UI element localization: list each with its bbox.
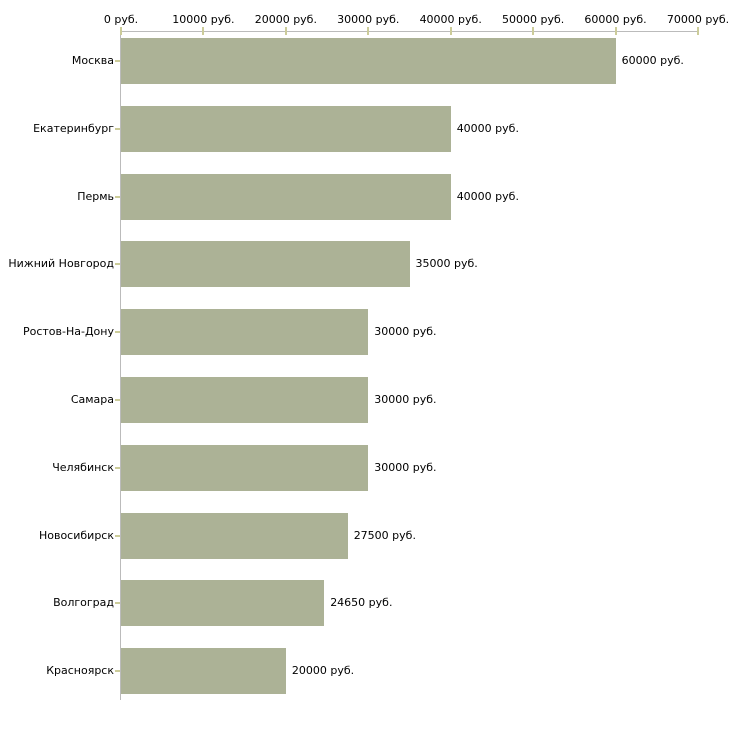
category-label: Красноярск	[46, 664, 114, 678]
x-axis-tick	[532, 27, 535, 35]
y-axis-tick	[115, 263, 120, 266]
category-label: Самара	[70, 393, 114, 406]
bar	[121, 173, 451, 220]
y-axis-tick	[115, 60, 120, 62]
bar	[121, 309, 369, 356]
bar-value-label: 27500 руб.	[353, 528, 416, 542]
bar	[121, 38, 616, 84]
bar	[121, 444, 369, 491]
x-axis-tick-label: 50000 руб.	[502, 13, 565, 26]
bar	[121, 512, 348, 559]
x-axis-tick	[449, 27, 452, 35]
category-label: Нижний Новгород	[8, 257, 114, 271]
category-label: Челябинск	[52, 460, 114, 474]
bar-value-label: 30000 руб.	[374, 460, 437, 474]
category-label: Москва	[71, 54, 114, 67]
y-axis-tick	[115, 466, 120, 469]
x-axis-tick-label: 40000 руб.	[419, 13, 482, 26]
bar	[121, 377, 369, 423]
x-axis-tick	[697, 27, 699, 35]
x-axis-tick	[284, 27, 287, 35]
bar-value-label: 20000 руб.	[291, 664, 355, 678]
y-axis-tick	[115, 195, 120, 198]
bar-value-label: 30000 руб.	[374, 325, 437, 339]
x-axis-tick	[367, 27, 370, 35]
bar-value-label: 60000 руб.	[621, 54, 684, 67]
bar-value-label: 30000 руб.	[374, 393, 437, 406]
x-axis-tick	[120, 27, 122, 35]
bar-value-label: 35000 руб.	[415, 257, 478, 271]
x-axis-tick	[614, 27, 617, 35]
x-axis-tick-label: 20000 руб.	[254, 13, 317, 26]
x-axis-tick-label: 60000 руб.	[584, 13, 647, 26]
y-axis-tick	[115, 127, 120, 130]
y-axis-tick	[115, 534, 120, 537]
bar	[121, 580, 325, 627]
bar	[121, 105, 451, 152]
category-label: Пермь	[77, 189, 114, 203]
bar	[121, 241, 410, 288]
bar	[121, 648, 286, 695]
x-axis-line	[120, 31, 699, 32]
y-axis-tick	[115, 670, 120, 673]
category-label: Новосибирск	[38, 528, 114, 542]
x-axis-tick-label: 0 руб.	[103, 13, 139, 26]
x-axis-tick-label: 10000 руб.	[172, 13, 235, 26]
category-label: Екатеринбург	[33, 121, 114, 135]
y-axis-tick	[115, 399, 120, 401]
bar-value-label: 24650 руб.	[330, 596, 393, 610]
bar-value-label: 40000 руб.	[456, 121, 519, 135]
y-axis-tick	[115, 602, 120, 605]
y-axis-tick	[115, 331, 120, 334]
y-axis-line	[120, 31, 121, 700]
category-label: Ростов-На-Дону	[22, 325, 114, 339]
bar-value-label: 40000 руб.	[456, 189, 519, 203]
x-axis-tick	[202, 27, 205, 35]
x-axis-tick-label: 30000 руб.	[337, 13, 400, 26]
x-axis-tick-label: 70000 руб.	[666, 13, 730, 26]
category-label: Волгоград	[53, 596, 114, 610]
